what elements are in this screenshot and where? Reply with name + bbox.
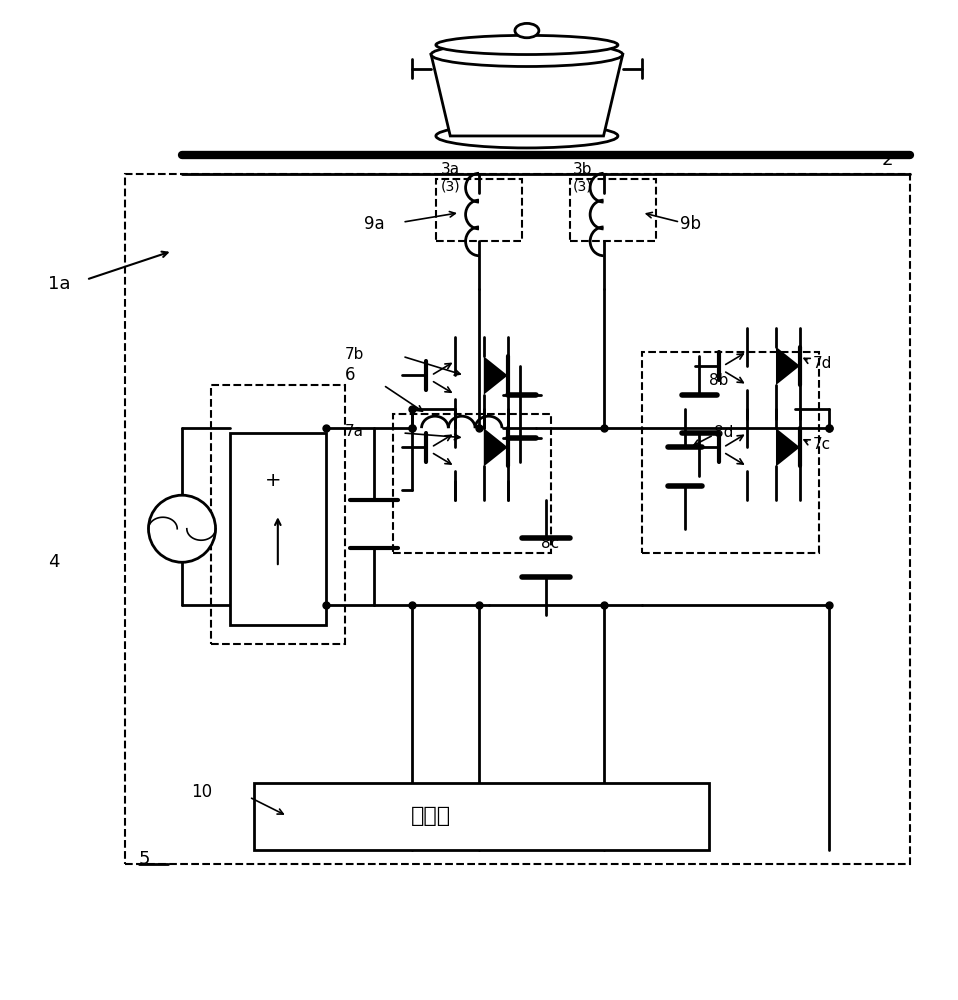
- Polygon shape: [776, 347, 800, 385]
- FancyBboxPatch shape: [254, 783, 709, 850]
- Text: (3): (3): [573, 180, 592, 194]
- Polygon shape: [431, 55, 623, 136]
- Text: 8b: 8b: [709, 373, 728, 388]
- Circle shape: [148, 495, 216, 562]
- Text: 控制部: 控制部: [411, 806, 451, 826]
- Text: 3a: 3a: [441, 162, 460, 177]
- Text: 8d: 8d: [714, 425, 733, 440]
- Text: +: +: [264, 471, 282, 490]
- Ellipse shape: [436, 124, 618, 148]
- Text: 1a: 1a: [48, 275, 70, 293]
- Polygon shape: [484, 428, 508, 466]
- Polygon shape: [776, 428, 800, 466]
- Text: 10: 10: [192, 783, 213, 801]
- Text: 2: 2: [881, 151, 893, 169]
- Text: 9a: 9a: [364, 215, 385, 233]
- Ellipse shape: [436, 35, 618, 55]
- Text: 7a: 7a: [345, 424, 364, 439]
- Ellipse shape: [515, 23, 539, 38]
- Text: (3): (3): [441, 180, 460, 194]
- FancyBboxPatch shape: [230, 433, 326, 625]
- Text: 9b: 9b: [680, 215, 701, 233]
- Text: 6: 6: [345, 366, 355, 384]
- Text: 7c: 7c: [812, 437, 831, 452]
- Text: 4: 4: [48, 553, 59, 571]
- Text: 5: 5: [139, 850, 150, 868]
- Text: 8c: 8c: [541, 536, 559, 551]
- Text: 7d: 7d: [812, 356, 832, 371]
- Text: 7b: 7b: [345, 347, 364, 362]
- Text: 3b: 3b: [573, 162, 592, 177]
- Text: 8a: 8a: [484, 368, 503, 383]
- Ellipse shape: [431, 43, 623, 67]
- Polygon shape: [484, 356, 508, 395]
